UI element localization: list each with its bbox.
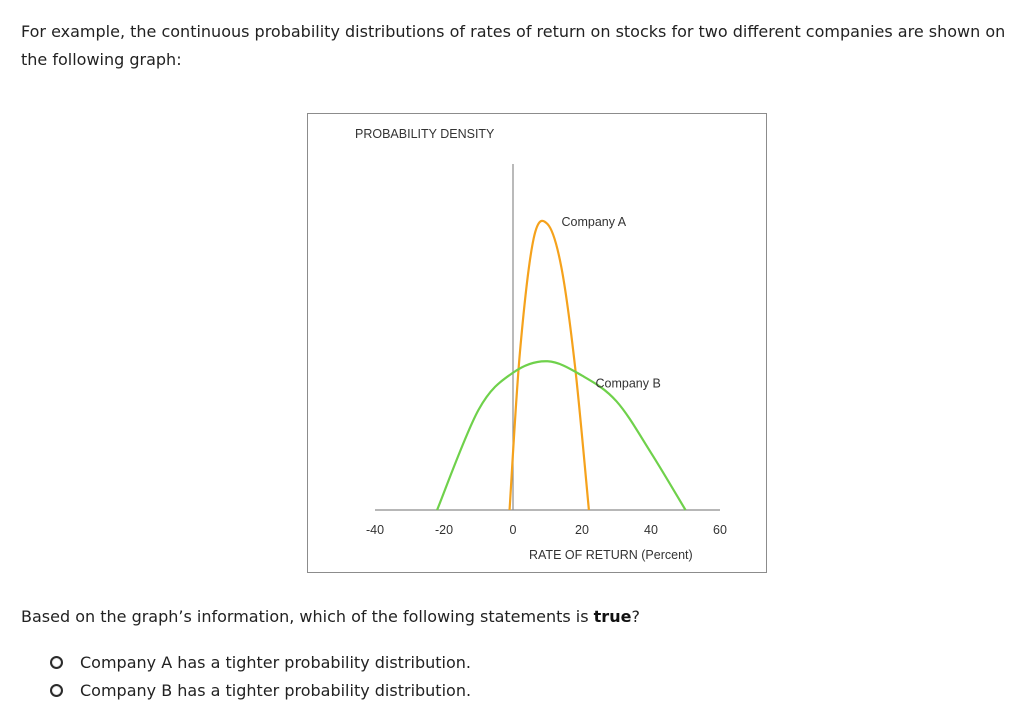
series-layer: Company A Company B	[436, 215, 687, 511]
x-axis-label: RATE OF RETURN (Percent)	[529, 548, 693, 562]
x-tick-label: -20	[435, 523, 453, 537]
option-label: Company A has a tighter probability dist…	[80, 652, 472, 672]
series-line-company-b	[436, 360, 687, 511]
series-label-company-b: Company B	[596, 376, 661, 390]
distribution-chart-svg: PROBABILITY DENSITY -40 -20 0 20 40 60 Compan…	[355, 127, 727, 562]
y-axis-label: PROBABILITY DENSITY	[355, 127, 495, 141]
question-suffix: ?	[631, 607, 640, 626]
x-tick-label: 20	[575, 523, 589, 537]
option-label: Company B has a tighter probability dist…	[80, 680, 472, 700]
option-company-a[interactable]: Company A has a tighter probability dist…	[50, 648, 471, 676]
x-tick-labels: -40 -20 0 20 40 60	[366, 523, 727, 537]
x-tick-label: 60	[713, 523, 727, 537]
x-tick-label: 0	[510, 523, 517, 537]
x-tick-label: 40	[644, 523, 658, 537]
question-emphasis: true	[593, 607, 632, 626]
question-prefix: Based on the graph’s information, which …	[21, 607, 594, 626]
option-company-b[interactable]: Company B has a tighter probability dist…	[50, 676, 471, 704]
series-line-company-a	[508, 219, 590, 511]
radio-icon[interactable]	[50, 655, 63, 669]
radio-icon[interactable]	[50, 683, 63, 697]
intro-text: For example, the continuous probability …	[21, 22, 1006, 69]
answer-options: Company A has a tighter probability dist…	[50, 648, 471, 704]
x-tick-label: -40	[366, 523, 384, 537]
series-label-company-a: Company A	[562, 215, 627, 229]
question-text: Based on the graph’s information, which …	[21, 605, 640, 629]
distribution-chart: PROBABILITY DENSITY -40 -20 0 20 40 60 Compan…	[307, 113, 767, 573]
